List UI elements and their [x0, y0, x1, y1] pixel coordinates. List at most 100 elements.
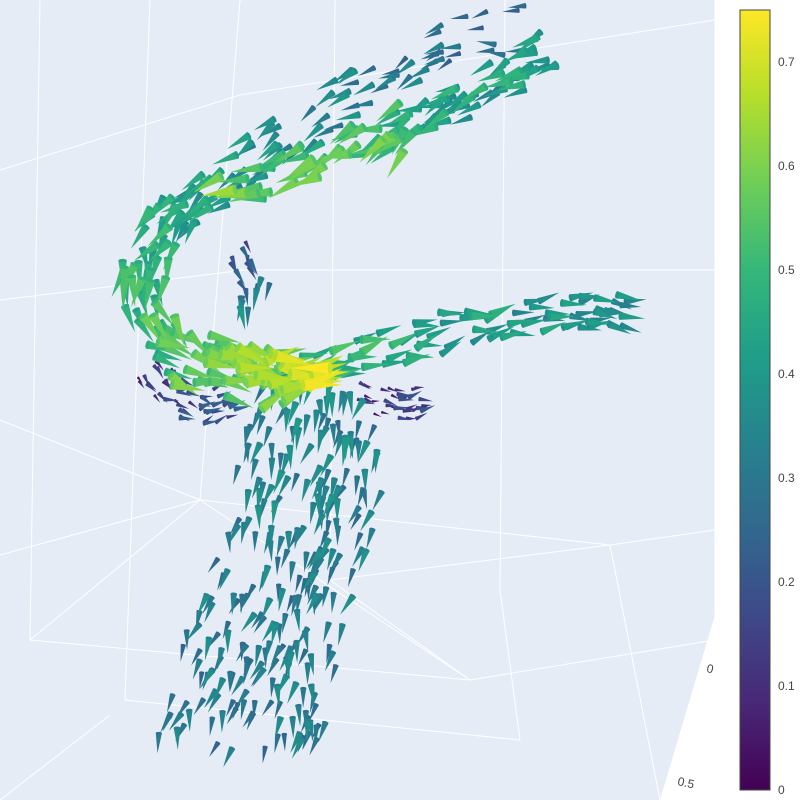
- cone-glyph[interactable]: [423, 94, 451, 105]
- cone-glyph[interactable]: [485, 51, 506, 59]
- cone-glyph[interactable]: [137, 380, 145, 389]
- cone-glyph[interactable]: [511, 309, 535, 317]
- cone-glyph[interactable]: [176, 402, 190, 409]
- cone-glyph[interactable]: [300, 442, 315, 465]
- cone-glyph[interactable]: [156, 274, 171, 307]
- cone-glyph[interactable]: [385, 349, 413, 363]
- cone-glyph[interactable]: [413, 320, 440, 329]
- cone-glyph[interactable]: [290, 362, 333, 374]
- cone-glyph[interactable]: [228, 523, 241, 545]
- cone-glyph[interactable]: [260, 122, 282, 137]
- cone-glyph[interactable]: [304, 718, 312, 743]
- cone-glyph[interactable]: [360, 362, 391, 372]
- cone-glyph[interactable]: [322, 493, 337, 518]
- cone-glyph[interactable]: [424, 55, 445, 65]
- cone-glyph[interactable]: [226, 414, 239, 420]
- cone-glyph[interactable]: [163, 396, 180, 402]
- cone-glyph[interactable]: [145, 382, 157, 393]
- cone-glyph[interactable]: [423, 41, 445, 55]
- cone-glyph[interactable]: [309, 702, 319, 721]
- cone-glyph[interactable]: [261, 699, 275, 717]
- cone-glyph[interactable]: [584, 317, 612, 326]
- cone-glyph[interactable]: [217, 349, 255, 363]
- cone-glyph[interactable]: [303, 414, 311, 438]
- cone-glyph[interactable]: [270, 644, 284, 666]
- cone-glyph[interactable]: [430, 84, 461, 100]
- cone-glyph[interactable]: [409, 122, 440, 137]
- cone-glyph[interactable]: [341, 434, 350, 461]
- cone-glyph[interactable]: [136, 376, 143, 384]
- cone-glyph[interactable]: [202, 420, 220, 426]
- cone-glyph[interactable]: [328, 340, 360, 356]
- cone-glyph[interactable]: [444, 51, 462, 58]
- cone-glyph[interactable]: [192, 658, 203, 680]
- cone-glyph[interactable]: [295, 703, 302, 727]
- cone-glyph[interactable]: [469, 330, 491, 346]
- cone-glyph[interactable]: [188, 400, 199, 409]
- cone-glyph[interactable]: [372, 489, 385, 511]
- cone-glyph[interactable]: [336, 67, 359, 85]
- cone-glyph[interactable]: [623, 298, 647, 305]
- cone-glyph[interactable]: [411, 387, 423, 392]
- cone-glyph[interactable]: [313, 724, 320, 746]
- cone-glyph[interactable]: [401, 354, 431, 367]
- cone-glyph[interactable]: [419, 405, 436, 414]
- cone-glyph[interactable]: [354, 475, 361, 496]
- cone-glyph[interactable]: [303, 551, 310, 573]
- cone-glyph[interactable]: [235, 688, 251, 708]
- cone-glyph[interactable]: [209, 716, 216, 737]
- cone-glyph[interactable]: [207, 631, 221, 649]
- cone-glyph[interactable]: [333, 484, 347, 503]
- cone-glyph[interactable]: [148, 238, 173, 263]
- cone-glyph[interactable]: [408, 65, 431, 79]
- cone-glyph[interactable]: [211, 399, 228, 408]
- cone-glyph[interactable]: [477, 68, 506, 82]
- cone-glyph[interactable]: [262, 564, 272, 589]
- cone-glyph[interactable]: [312, 592, 325, 614]
- cone-glyph[interactable]: [230, 162, 264, 173]
- cone-glyph[interactable]: [395, 104, 423, 113]
- cone-glyph[interactable]: [169, 312, 185, 347]
- cone-glyph[interactable]: [313, 126, 335, 138]
- cone-glyph[interactable]: [619, 322, 642, 333]
- cone-glyph[interactable]: [502, 7, 520, 13]
- cone-glyph[interactable]: [151, 352, 181, 369]
- cone-glyph[interactable]: [418, 396, 433, 402]
- cone-glyph[interactable]: [205, 407, 223, 415]
- cone-glyph[interactable]: [273, 469, 286, 494]
- cone-glyph[interactable]: [317, 412, 327, 432]
- cone-glyph[interactable]: [160, 713, 173, 733]
- cone-glyph[interactable]: [236, 304, 246, 331]
- cone-glyph[interactable]: [449, 13, 469, 20]
- cone-glyph[interactable]: [287, 680, 300, 704]
- cone-glyph[interactable]: [243, 442, 252, 464]
- cone-glyph[interactable]: [278, 587, 287, 612]
- cone-glyph[interactable]: [375, 325, 402, 338]
- cone-glyph[interactable]: [251, 458, 259, 480]
- cone-glyph[interactable]: [309, 464, 324, 488]
- cone-glyph[interactable]: [350, 513, 362, 531]
- cone-glyph[interactable]: [253, 115, 278, 131]
- cone-glyph[interactable]: [145, 278, 155, 310]
- cone-glyph[interactable]: [155, 731, 162, 754]
- cone-glyph[interactable]: [178, 415, 196, 421]
- cone-glyph[interactable]: [193, 697, 207, 716]
- cone-glyph[interactable]: [252, 666, 267, 688]
- cone-glyph[interactable]: [607, 321, 632, 335]
- cone-glyph[interactable]: [222, 375, 258, 386]
- cone-glyph[interactable]: [424, 22, 445, 35]
- cone-glyph[interactable]: [199, 671, 205, 690]
- cone-glyph[interactable]: [373, 448, 381, 474]
- cone-glyph[interactable]: [219, 709, 226, 733]
- cone-glyph[interactable]: [325, 650, 337, 672]
- cone-glyph[interactable]: [141, 202, 163, 228]
- cone-glyph[interactable]: [230, 182, 263, 192]
- cone-glyph[interactable]: [439, 319, 465, 327]
- cone-glyph[interactable]: [200, 184, 238, 197]
- cone-glyph[interactable]: [150, 298, 174, 327]
- cone-glyph[interactable]: [437, 308, 465, 317]
- cone-glyph[interactable]: [269, 677, 276, 698]
- cone-glyph[interactable]: [319, 537, 332, 561]
- cone-glyph[interactable]: [466, 25, 484, 31]
